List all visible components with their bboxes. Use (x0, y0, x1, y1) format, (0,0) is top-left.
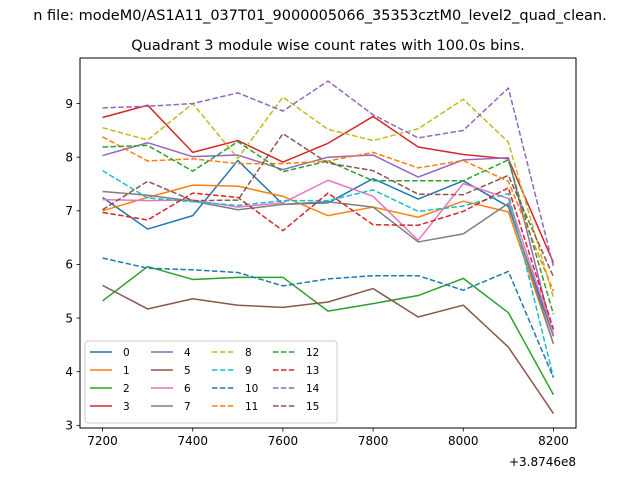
y-axis-ticks: 3 4 5 6 7 8 9 (65, 97, 80, 433)
y-tick-label: 7 (65, 204, 73, 218)
legend-label-12: 12 (306, 347, 319, 359)
x-offset-label: +3.8746e8 (509, 455, 576, 469)
y-tick-label: 4 (65, 365, 73, 379)
legend-label-13: 13 (306, 365, 319, 377)
series-line-2 (102, 265, 555, 396)
legend-label-7: 7 (184, 401, 191, 413)
legend-label-2: 2 (123, 383, 130, 395)
legend-label-1: 1 (123, 365, 130, 377)
x-tick-label: 7200 (87, 434, 118, 448)
series-line-0 (102, 159, 555, 337)
y-tick-label: 8 (65, 151, 73, 165)
x-tick-label: 8200 (538, 434, 569, 448)
legend-label-0: 0 (123, 347, 130, 359)
y-tick-label: 5 (65, 311, 73, 325)
chart-title: Quadrant 3 module wise count rates with … (131, 38, 525, 54)
legend-label-11: 11 (245, 401, 258, 413)
series-line-12 (102, 140, 555, 315)
legend-label-6: 6 (184, 383, 191, 395)
series-line-7 (102, 190, 555, 345)
legend-label-14: 14 (306, 383, 320, 395)
series-line-4 (102, 141, 555, 337)
series-line-10 (102, 257, 555, 378)
series-line-15 (102, 132, 555, 278)
plot-area: 7200 7400 7600 7800 8000 8200 3 4 5 6 7 8 9 (65, 57, 577, 448)
axes-frame (79, 57, 577, 429)
legend-label-4: 4 (184, 347, 191, 359)
series-line-3 (102, 104, 555, 264)
series-line-13 (102, 187, 555, 330)
y-tick-label: 3 (65, 419, 73, 433)
legend-label-9: 9 (245, 365, 252, 377)
series-line-14 (102, 80, 555, 267)
series-line-5 (102, 284, 555, 414)
legend-label-8: 8 (245, 347, 252, 359)
legend-label-5: 5 (184, 365, 191, 377)
series-line-8 (102, 96, 555, 298)
y-tick-label: 6 (65, 258, 73, 272)
series-line-1 (102, 184, 555, 345)
y-tick-label: 9 (65, 97, 73, 111)
x-tick-label: 7400 (177, 434, 208, 448)
legend-label-3: 3 (123, 401, 130, 413)
series-line-9 (102, 169, 555, 378)
x-axis-ticks: 7200 7400 7600 7800 8000 8200 (87, 428, 569, 448)
legend-frame (84, 340, 338, 424)
figure-suptitle: n file: modeM0/AS1A11_037T01_9000005066_… (33, 8, 607, 24)
series-line-11 (102, 136, 555, 292)
x-tick-label: 8000 (448, 434, 479, 448)
legend-label-15: 15 (306, 401, 319, 413)
series-layer (102, 80, 555, 414)
x-tick-label: 7800 (358, 434, 389, 448)
legend-label-10: 10 (245, 383, 258, 395)
x-tick-label: 7600 (268, 434, 299, 448)
